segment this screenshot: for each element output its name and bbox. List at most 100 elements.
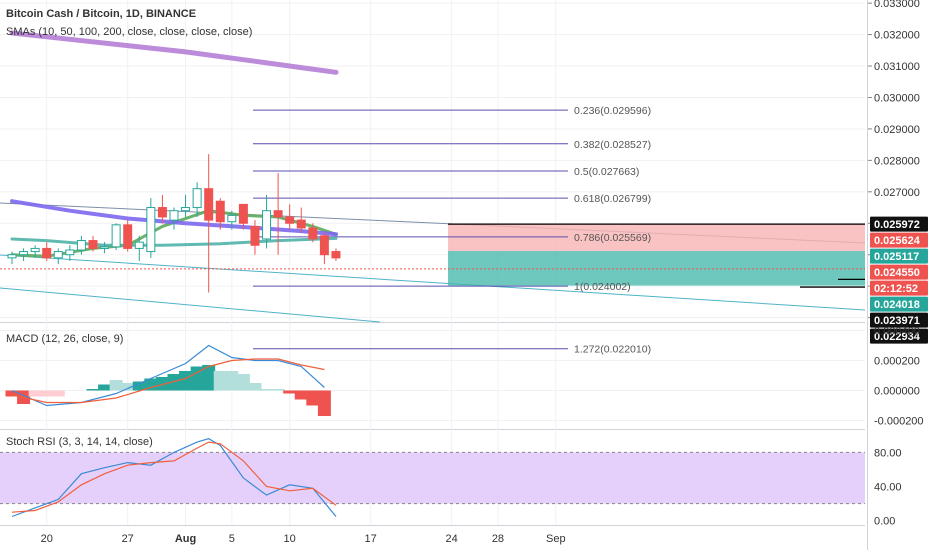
macd-histogram-bar[interactable] bbox=[179, 371, 193, 391]
sma-line[interactable] bbox=[10, 236, 338, 247]
macd-histogram-bar[interactable] bbox=[213, 371, 227, 391]
candle-body[interactable] bbox=[308, 227, 318, 240]
macd-histogram-bar[interactable] bbox=[155, 377, 169, 391]
candle-body[interactable] bbox=[262, 210, 272, 240]
candle-body[interactable] bbox=[296, 219, 306, 229]
stoch-rsi-title[interactable]: Stoch RSI (3, 3, 14, 14, close) bbox=[6, 436, 153, 448]
price-badge-label: 0.025972 bbox=[874, 219, 920, 231]
macd-histogram-bar[interactable] bbox=[283, 390, 297, 394]
macd-histogram-bar[interactable] bbox=[98, 384, 112, 391]
candle-body[interactable] bbox=[76, 240, 86, 251]
y-tick-label: 0.031000 bbox=[874, 61, 920, 73]
sma-legend[interactable]: SMAs (10, 50, 100, 200, close, close, cl… bbox=[6, 26, 253, 38]
price-badge-label: 02:12:52 bbox=[874, 283, 918, 295]
candle-body[interactable] bbox=[192, 188, 202, 209]
price-badge-label: 0.025117 bbox=[874, 251, 919, 263]
stoch-y-tick-label: 40.00 bbox=[874, 482, 902, 494]
stoch-rsi-pane[interactable] bbox=[0, 438, 865, 518]
candle-body[interactable] bbox=[215, 200, 225, 223]
axes[interactable]: 20 27 Aug 5 10 17 24 28 Sep 0.033000 0.032000 0.031… bbox=[41, 0, 928, 545]
macd-histogram-bar[interactable] bbox=[317, 390, 331, 417]
price-badge-label: 0.022934 bbox=[874, 331, 921, 343]
sma-line[interactable] bbox=[9, 30, 339, 75]
x-tick-label: Aug bbox=[175, 533, 196, 545]
macd-y-tick-label: 0.000200 bbox=[874, 356, 920, 368]
macd-histogram-bar[interactable] bbox=[121, 383, 135, 391]
macd-histogram-bar[interactable] bbox=[225, 371, 239, 391]
price-badge bbox=[870, 312, 928, 328]
signal-line[interactable] bbox=[11, 358, 325, 404]
candle-body[interactable] bbox=[331, 251, 341, 259]
macd-histogram-bar[interactable] bbox=[306, 390, 320, 406]
stoch-y-tick-label: 80.00 bbox=[874, 447, 902, 459]
candle-body[interactable] bbox=[169, 210, 179, 221]
short-risk-box[interactable] bbox=[448, 224, 865, 252]
macd-histogram-bar[interactable] bbox=[271, 389, 285, 391]
macd-pane[interactable] bbox=[5, 344, 331, 417]
candle-body[interactable] bbox=[146, 207, 156, 253]
x-tick-label: 5 bbox=[229, 533, 235, 545]
macd-histogram-bar[interactable] bbox=[51, 390, 65, 397]
y-tick-label: 0.032000 bbox=[874, 30, 920, 42]
macd-histogram-bar[interactable] bbox=[109, 380, 123, 391]
candle-body[interactable] bbox=[250, 225, 260, 246]
macd-y-tick-label: 0.000400 bbox=[874, 326, 920, 338]
fib-level-label: 1(0.024002) bbox=[574, 281, 631, 293]
candle-body[interactable] bbox=[30, 247, 40, 253]
candle-body[interactable] bbox=[157, 207, 167, 218]
fib-level-label: 0.618(0.026799) bbox=[574, 193, 651, 205]
macd-histogram-bar[interactable] bbox=[294, 390, 308, 400]
candle-body[interactable] bbox=[134, 241, 144, 249]
macd-histogram-bar[interactable] bbox=[40, 390, 54, 397]
macd-histogram-bar[interactable] bbox=[190, 366, 204, 391]
price-badge bbox=[870, 280, 928, 296]
candle-body[interactable] bbox=[285, 216, 295, 224]
fib-level-label: 0.5(0.027663) bbox=[574, 166, 639, 178]
candle-body[interactable] bbox=[7, 254, 17, 259]
macd-histogram-bar[interactable] bbox=[260, 389, 274, 391]
candle-body[interactable] bbox=[53, 251, 63, 259]
macd-histogram-bar[interactable] bbox=[248, 383, 262, 391]
candle-body[interactable] bbox=[123, 224, 133, 249]
price-badge-label: 0.025624 bbox=[874, 235, 921, 247]
price-badge bbox=[870, 248, 928, 264]
candle-body[interactable] bbox=[111, 224, 121, 248]
y-tick-label: 0.027000 bbox=[874, 187, 920, 199]
price-badge-label: 0.023971 bbox=[874, 315, 920, 327]
x-tick-label: Sep bbox=[546, 533, 566, 545]
candle-body[interactable] bbox=[100, 246, 110, 249]
trend-channel-line bbox=[0, 287, 381, 323]
macd-histogram-bar[interactable] bbox=[5, 390, 19, 397]
stoch-d-line[interactable] bbox=[11, 441, 337, 513]
candle-body[interactable] bbox=[319, 235, 329, 256]
symbol-title[interactable]: Bitcoin Cash / Bitcoin, 1D, BINANCE bbox=[6, 8, 197, 20]
candle-body[interactable] bbox=[204, 188, 214, 221]
macd-histogram-bar[interactable] bbox=[236, 374, 250, 391]
macd-histogram-bar[interactable] bbox=[144, 378, 158, 391]
fib-level-label: 0.382(0.028527) bbox=[574, 139, 651, 151]
macd-histogram-bar[interactable] bbox=[28, 390, 42, 397]
macd-histogram-bar[interactable] bbox=[132, 381, 146, 391]
price-badge bbox=[870, 232, 928, 248]
fib-level-label: 0.786(0.025569) bbox=[574, 232, 651, 244]
y-tick-label: 0.029000 bbox=[874, 124, 920, 136]
candle-body[interactable] bbox=[42, 247, 52, 259]
candle-body[interactable] bbox=[227, 214, 237, 223]
candle-body[interactable] bbox=[273, 210, 283, 218]
candle-body[interactable] bbox=[65, 249, 75, 256]
short-target-box[interactable] bbox=[448, 251, 865, 286]
candle-body[interactable] bbox=[19, 251, 29, 256]
macd-histogram-bar[interactable] bbox=[202, 365, 216, 391]
price-badge bbox=[870, 296, 928, 312]
candle-body[interactable] bbox=[88, 240, 98, 249]
candle-body[interactable] bbox=[181, 207, 191, 212]
macd-histogram-bar[interactable] bbox=[167, 374, 181, 391]
stoch-rsi-band bbox=[0, 452, 865, 504]
macd-title[interactable]: MACD (12, 26, close, 9) bbox=[6, 333, 124, 345]
macd-histogram-bar[interactable] bbox=[86, 389, 100, 391]
candle-body[interactable] bbox=[238, 203, 248, 224]
price-pane[interactable]: 0.236(0.029596) 0.382(0.028527) 0.5(0.0276… bbox=[0, 30, 866, 356]
stoch-k-line[interactable] bbox=[11, 438, 337, 518]
